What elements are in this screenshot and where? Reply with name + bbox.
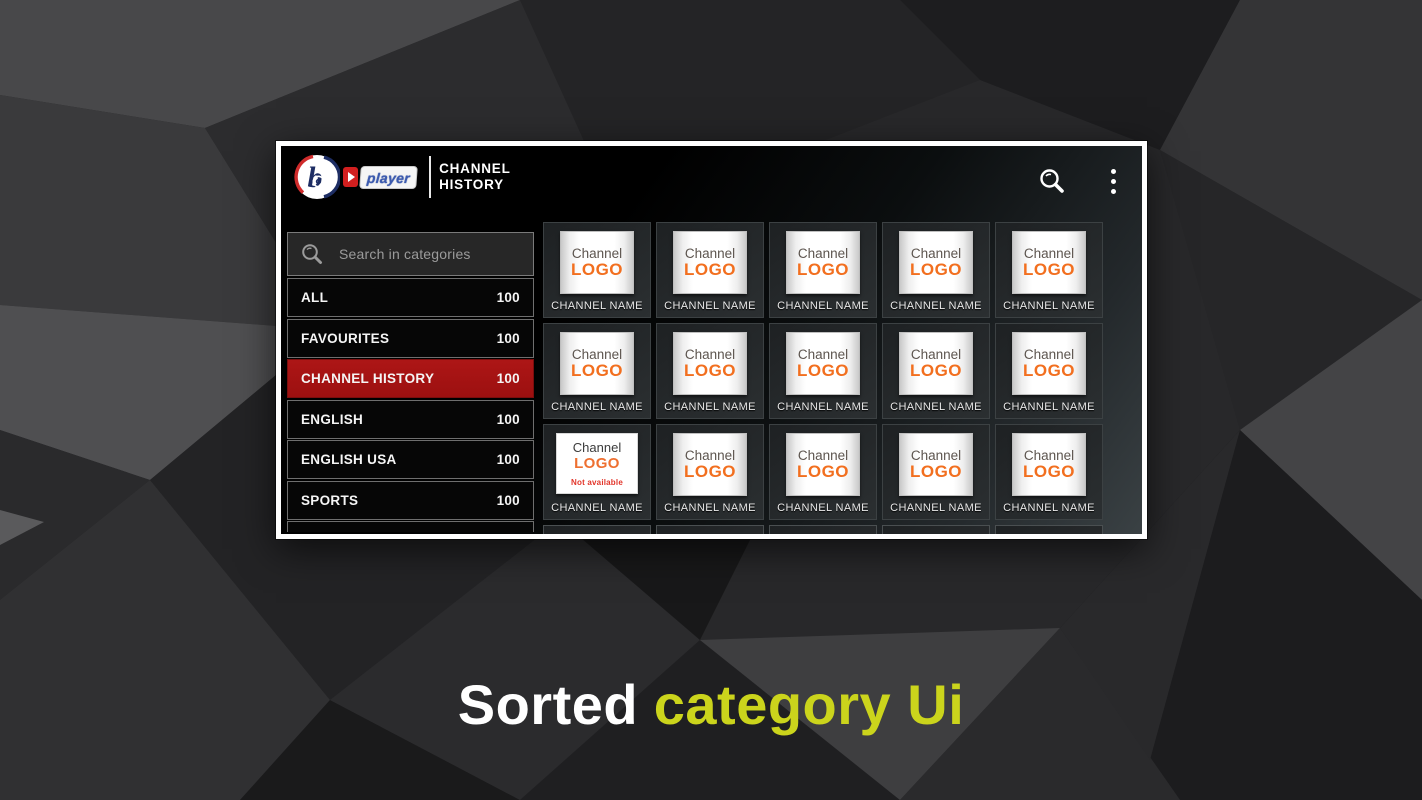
player-wordmark-text: player — [366, 169, 411, 185]
search-icon[interactable] — [1037, 166, 1067, 196]
channel-name: CHANNEL NAME — [664, 300, 756, 312]
channel-logo-placeholder: Channel LOGO — [1012, 231, 1086, 294]
page-title-line1: CHANNEL — [439, 161, 511, 176]
header-divider — [429, 156, 432, 198]
channel-logo-placeholder: Channel LOGO — [899, 332, 973, 395]
channel-card[interactable]: Channel LOGO CHANNEL NAME — [995, 323, 1103, 419]
channel-name: CHANNEL NAME — [551, 401, 643, 413]
channel-logo-placeholder: Channel LOGO — [786, 433, 860, 496]
channel-name: CHANNEL NAME — [1003, 502, 1095, 514]
channel-card[interactable]: Channel LOGO CHANNEL NAME — [543, 323, 651, 419]
category-item-channel-history[interactable]: CHANNEL HISTORY 100 — [287, 359, 534, 398]
channel-name: CHANNEL NAME — [1003, 401, 1095, 413]
channel-logo-placeholder: Channel LOGO — [786, 231, 860, 294]
app-window: b player CHANNEL HISTORY — [276, 141, 1147, 539]
category-item-english[interactable]: ENGLISH 100 — [287, 399, 534, 439]
channel-card[interactable]: Channel LOGO CHANNEL NAME — [543, 222, 651, 318]
play-icon — [343, 167, 358, 187]
category-count: 100 — [496, 290, 520, 305]
category-label: ENGLISH USA — [301, 452, 397, 467]
channel-card[interactable]: Channel LOGO CHANNEL NAME — [995, 424, 1103, 520]
channel-card[interactable]: Channel LOGO CHANNEL NAME — [995, 222, 1103, 318]
channel-card[interactable]: Channel LOGO CHANNEL NAME — [656, 424, 764, 520]
channel-logo-placeholder: Channel LOGO — [899, 433, 973, 496]
channel-logo-placeholder: Channel LOGO — [786, 332, 860, 395]
channel-logo-placeholder: Channel LOGO — [1012, 332, 1086, 395]
channel-card[interactable]: Channel LOGO CHANNEL NAME — [882, 323, 990, 419]
channel-logo-placeholder: Channel LOGO — [560, 332, 634, 395]
page-title-line2: HISTORY — [439, 177, 504, 192]
channel-name: CHANNEL NAME — [890, 300, 982, 312]
caption: Sorted category Ui — [0, 672, 1422, 737]
channel-logo-placeholder: Channel LOGO — [899, 231, 973, 294]
channel-name: CHANNEL NAME — [777, 502, 869, 514]
category-count: 100 — [496, 492, 520, 508]
cutoff-card-row — [543, 525, 1103, 534]
page-title: CHANNEL HISTORY — [439, 161, 511, 193]
channel-logo-placeholder: Channel LOGO — [560, 231, 634, 294]
category-count: 100 — [496, 371, 520, 386]
channel-name: CHANNEL NAME — [890, 502, 982, 514]
category-item-sports[interactable]: SPORTS 100 — [287, 480, 534, 520]
not-available-label: Not available — [571, 478, 623, 487]
caption-text-white: Sorted — [457, 673, 639, 736]
player-wordmark: player — [359, 165, 418, 189]
channel-logo-placeholder: Channel LOGO — [1012, 433, 1086, 496]
brand-b-icon: b — [294, 154, 340, 199]
category-item-favourites[interactable]: FAVOURITES 100 — [287, 318, 534, 358]
category-label: ALL — [301, 290, 329, 305]
channel-logo-placeholder: Channel LOGO — [673, 433, 747, 496]
channel-card[interactable]: Channel LOGO CHANNEL NAME — [656, 323, 764, 419]
category-count: 100 — [496, 411, 520, 427]
channel-name: CHANNEL NAME — [664, 401, 756, 413]
category-item-english-usa[interactable]: ENGLISH USA 100 — [287, 440, 534, 479]
channel-card[interactable]: Channel LOGO CHANNEL NAME — [769, 424, 877, 520]
channel-name: CHANNEL NAME — [551, 300, 643, 312]
category-label: CHANNEL HISTORY — [301, 371, 435, 386]
category-list: ALL 100 FAVOURITES 100 CHANNEL HISTORY 1… — [287, 278, 534, 532]
channel-name: CHANNEL NAME — [777, 300, 869, 312]
channel-logo-placeholder: Channel LOGO — [673, 332, 747, 395]
channel-name: CHANNEL NAME — [890, 401, 982, 413]
channel-card[interactable]: Channel LOGO CHANNEL NAME — [882, 424, 990, 520]
channel-name: CHANNEL NAME — [551, 502, 643, 514]
category-sidebar: Search in categories ALL 100 FAVOURITES … — [287, 232, 534, 532]
channel-logo-placeholder: Channel LOGO Not available — [556, 433, 638, 494]
search-input[interactable]: Search in categories — [287, 232, 534, 276]
category-label: FAVOURITES — [301, 330, 390, 346]
channel-card-not-available[interactable]: Channel LOGO Not available CHANNEL NAME — [543, 424, 651, 520]
header-actions — [1037, 166, 1118, 196]
magnifier-icon — [302, 244, 322, 264]
category-count: 100 — [496, 452, 520, 467]
caption-text-accent: category Ui — [653, 673, 965, 736]
channel-name: CHANNEL NAME — [777, 401, 869, 413]
channel-grid: Channel LOGO CHANNEL NAME Channel LOGO C… — [543, 222, 1103, 520]
channel-logo-placeholder: Channel LOGO — [673, 231, 747, 294]
category-label: SPORTS — [301, 492, 359, 508]
channel-name: CHANNEL NAME — [664, 502, 756, 514]
channel-card[interactable]: Channel LOGO CHANNEL NAME — [656, 222, 764, 318]
channel-card[interactable]: Channel LOGO CHANNEL NAME — [769, 323, 877, 419]
category-item-all[interactable]: ALL 100 — [287, 278, 534, 317]
overflow-menu-icon[interactable] — [1109, 167, 1118, 196]
category-label: ENGLISH — [301, 411, 364, 427]
category-count: 100 — [496, 330, 520, 346]
cutoff-category-row — [287, 521, 534, 532]
app-logo: b player CHANNEL HISTORY — [294, 154, 511, 200]
channel-name: CHANNEL NAME — [1003, 300, 1095, 312]
search-placeholder: Search in categories — [339, 246, 471, 262]
channel-card[interactable]: Channel LOGO CHANNEL NAME — [769, 222, 877, 318]
channel-card[interactable]: Channel LOGO CHANNEL NAME — [882, 222, 990, 318]
